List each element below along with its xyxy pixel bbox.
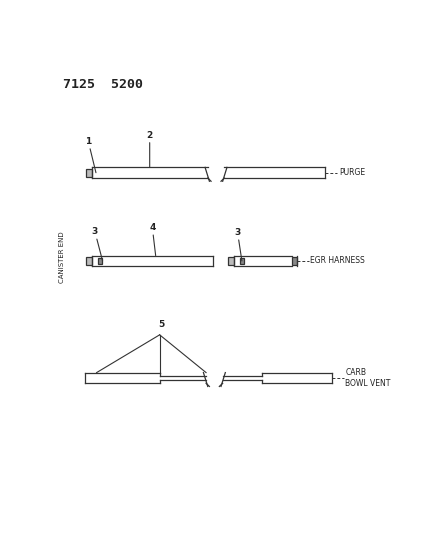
Bar xyxy=(228,257,234,265)
Text: 3: 3 xyxy=(235,228,242,261)
Bar xyxy=(240,258,244,264)
Bar xyxy=(292,257,297,265)
Bar xyxy=(86,169,92,177)
Text: PURGE: PURGE xyxy=(339,168,365,177)
Text: 3: 3 xyxy=(92,228,103,261)
Text: 1: 1 xyxy=(85,137,96,173)
Text: CANISTER END: CANISTER END xyxy=(59,231,65,282)
Bar xyxy=(86,257,92,265)
Text: 2: 2 xyxy=(146,131,153,167)
Text: CARB
BOWL VENT: CARB BOWL VENT xyxy=(345,368,391,387)
Text: EGR HARNESS: EGR HARNESS xyxy=(310,256,365,265)
Bar xyxy=(98,258,101,264)
Text: 4: 4 xyxy=(149,223,156,256)
Text: 5: 5 xyxy=(158,320,164,329)
Text: 7125  5200: 7125 5200 xyxy=(63,78,143,91)
